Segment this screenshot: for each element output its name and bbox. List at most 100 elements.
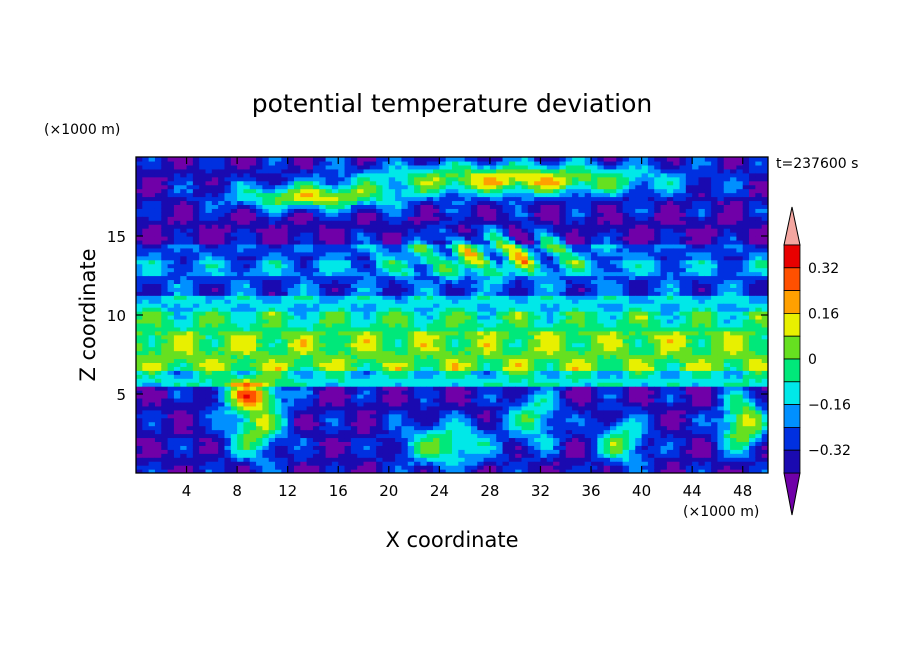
field-cell <box>262 263 270 269</box>
field-cell <box>338 346 346 352</box>
field-cell <box>395 362 403 367</box>
field-cell <box>167 224 175 229</box>
field-cell <box>262 318 270 324</box>
field-cell <box>376 224 384 229</box>
field-cell <box>464 457 472 462</box>
field-cell <box>218 382 226 387</box>
field-cell <box>369 390 377 395</box>
field-cell <box>142 362 150 367</box>
field-cell <box>237 157 245 162</box>
field-cell <box>199 164 207 170</box>
field-cell <box>369 247 377 253</box>
field-cell <box>199 236 207 241</box>
field-cell <box>439 461 447 466</box>
field-cell <box>407 346 415 352</box>
field-cell <box>357 291 365 296</box>
field-cell <box>496 350 504 356</box>
field-cell <box>148 291 156 296</box>
field-cell <box>275 196 282 202</box>
field-cell <box>186 465 194 470</box>
field-cell <box>312 299 320 304</box>
field-cell <box>173 334 181 340</box>
field-cell <box>382 409 390 415</box>
field-cell <box>325 421 333 427</box>
field-cell <box>224 326 232 332</box>
field-cell <box>388 180 396 186</box>
field-cell <box>173 192 181 198</box>
field-cell <box>275 299 282 304</box>
field-cell <box>477 287 485 292</box>
field-cell <box>275 279 282 284</box>
field-cell <box>369 228 377 233</box>
field-cell <box>369 382 377 387</box>
field-cell <box>167 354 175 360</box>
field-cell <box>256 157 263 162</box>
field-cell <box>148 409 156 415</box>
field-cell <box>224 224 232 229</box>
field-cell <box>268 271 276 277</box>
field-cell <box>161 236 169 241</box>
field-cell <box>331 386 339 391</box>
field-cell <box>275 236 282 241</box>
field-cell <box>521 465 529 470</box>
field-cell <box>173 386 181 391</box>
field-cell <box>338 457 346 462</box>
field-cell <box>148 208 156 213</box>
field-cell <box>154 429 162 435</box>
field-cell <box>161 164 169 170</box>
field-cell <box>230 295 238 300</box>
field-cell <box>502 401 510 407</box>
field-cell <box>319 330 327 336</box>
field-cell <box>154 322 162 328</box>
field-cell <box>136 228 143 233</box>
field-cell <box>154 394 162 399</box>
field-cell <box>420 188 428 194</box>
field-cell <box>439 366 447 371</box>
field-cell <box>407 236 415 241</box>
field-cell <box>508 172 516 178</box>
field-cell <box>306 236 314 241</box>
field-cell <box>211 160 219 166</box>
field-cell <box>237 334 245 340</box>
field-cell <box>464 405 472 411</box>
field-cell <box>458 461 466 466</box>
field-cell <box>369 267 377 273</box>
field-cell <box>319 326 327 332</box>
field-cell <box>527 413 535 419</box>
field-cell <box>294 255 301 261</box>
field-cell <box>508 394 516 399</box>
field-cell <box>268 461 276 466</box>
field-cell <box>192 287 200 292</box>
field-cell <box>256 307 263 312</box>
field-cell <box>224 417 232 423</box>
field-cell <box>363 157 371 162</box>
field-cell <box>294 346 301 352</box>
field-cell <box>262 453 270 458</box>
field-cell <box>502 342 510 348</box>
field-cell <box>508 315 516 320</box>
field-cell <box>211 453 219 458</box>
field-cell <box>382 457 390 462</box>
field-cell <box>376 465 384 470</box>
field-cell <box>173 409 181 415</box>
field-cell <box>224 176 232 182</box>
field-cell <box>489 172 497 178</box>
field-cell <box>275 370 282 375</box>
field-cell <box>256 330 263 336</box>
field-cell <box>249 394 257 399</box>
field-cell <box>186 374 194 379</box>
field-cell <box>452 315 459 320</box>
field-cell <box>527 401 535 407</box>
field-cell <box>382 271 390 277</box>
field-cell <box>256 192 263 198</box>
field-cell <box>470 228 478 233</box>
field-cell <box>268 417 276 423</box>
field-cell <box>470 425 478 431</box>
field-cell <box>382 200 390 205</box>
field-cell <box>294 445 301 450</box>
field-cell <box>325 236 333 241</box>
field-cell <box>477 394 485 399</box>
field-cell <box>515 461 523 466</box>
field-cell <box>496 374 504 379</box>
field-cell <box>414 188 421 194</box>
